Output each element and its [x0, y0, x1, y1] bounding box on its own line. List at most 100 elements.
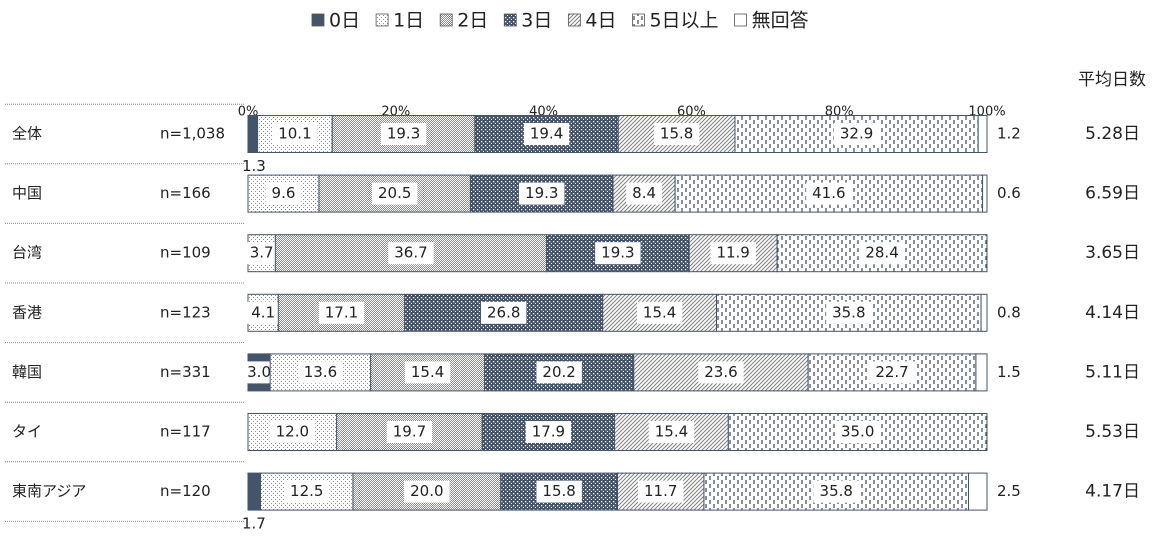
label-box — [284, 480, 330, 503]
legend-label: 1日 — [393, 10, 424, 32]
label-box — [269, 421, 316, 443]
value-label: 8.4 — [632, 184, 656, 202]
value-label: 20.0 — [410, 482, 443, 500]
category-label: 香港 — [12, 303, 42, 321]
bar-segment — [968, 472, 988, 511]
bar-segment — [975, 353, 988, 392]
bar-segment — [612, 174, 676, 213]
value-label: 1.3 — [242, 157, 266, 175]
value-label: 0.8 — [997, 303, 1021, 321]
category-label: 全体 — [12, 125, 42, 143]
value-label: 15.4 — [411, 363, 444, 381]
label-box — [536, 480, 582, 503]
value-label: 23.6 — [704, 363, 737, 381]
value-label: 19.3 — [601, 244, 634, 262]
sample-size: n=117 — [160, 423, 211, 441]
value-label: 19.4 — [530, 125, 563, 143]
value-label: 17.1 — [325, 303, 358, 321]
label-box — [519, 182, 565, 205]
average: 5.53日 — [1085, 422, 1140, 442]
legend-label: 3日 — [521, 10, 552, 32]
bar-segment — [247, 115, 259, 153]
average: 4.14日 — [1085, 303, 1140, 323]
sample-size: n=1,038 — [160, 125, 225, 143]
value-label: 10.1 — [278, 125, 311, 143]
legend-label: 5日以上 — [649, 10, 718, 32]
label-box — [523, 123, 570, 145]
value-label: 35.8 — [820, 482, 853, 500]
value-label: 11.9 — [716, 244, 749, 262]
value-label: 9.6 — [272, 184, 296, 202]
value-label: 0.6 — [997, 184, 1021, 202]
label-box — [536, 361, 582, 384]
label-box — [241, 361, 278, 384]
bar-segment — [980, 293, 988, 332]
value-label: 3.7 — [250, 244, 274, 262]
value-label: 1.7 — [242, 515, 266, 533]
label-box — [386, 421, 433, 443]
category-label: 台湾 — [12, 244, 42, 262]
label-box — [636, 301, 683, 324]
legend-swatch — [734, 13, 747, 27]
bar-segment — [982, 174, 988, 213]
value-label: 22.7 — [875, 363, 908, 381]
value-label: 19.7 — [393, 423, 426, 441]
value-label: 35.0 — [841, 423, 874, 441]
legend-label: 0日 — [329, 10, 360, 32]
legend-label: 2日 — [457, 10, 488, 32]
bar-segment — [247, 472, 262, 511]
legend-swatch — [503, 13, 517, 27]
sample-size: n=123 — [160, 303, 211, 321]
label-box — [480, 301, 527, 324]
category-label: タイ — [12, 423, 42, 441]
label-box — [380, 123, 427, 145]
label-box — [626, 182, 663, 205]
average: 5.28日 — [1085, 124, 1140, 144]
value-label: 11.7 — [644, 482, 677, 500]
value-label: 12.0 — [276, 423, 309, 441]
average: 4.17日 — [1085, 482, 1140, 502]
label-box — [595, 242, 641, 265]
label-box — [869, 361, 915, 384]
label-box — [806, 182, 852, 205]
label-box — [272, 123, 318, 145]
sample-size: n=331 — [160, 363, 211, 381]
value-label: 1.5 — [997, 363, 1021, 381]
label-box — [243, 242, 280, 265]
average: 6.59日 — [1085, 184, 1140, 204]
average-header: 平均日数 — [1078, 70, 1146, 90]
category-label: 東南アジア — [12, 482, 86, 500]
legend-label: 4日 — [585, 10, 616, 32]
legend-swatch — [311, 13, 325, 27]
label-box — [834, 421, 881, 443]
sample-size: n=120 — [160, 482, 211, 500]
legend-swatch — [375, 13, 389, 27]
value-label: 15.8 — [542, 482, 575, 500]
label-box — [404, 480, 450, 503]
value-label: 35.8 — [832, 303, 865, 321]
label-box — [826, 301, 872, 324]
label-box — [388, 242, 434, 265]
value-label: 2.5 — [997, 482, 1021, 500]
legend-swatch — [567, 13, 581, 27]
label-box — [638, 480, 684, 503]
legend-swatch — [632, 13, 645, 27]
label-box — [698, 361, 744, 384]
value-label: 12.5 — [290, 482, 323, 500]
value-label: 32.9 — [840, 125, 873, 143]
value-label: 3.0 — [247, 363, 271, 381]
category-label: 韓国 — [12, 363, 42, 381]
value-label: 41.6 — [812, 184, 845, 202]
label-box — [318, 301, 365, 324]
label-box — [371, 182, 418, 205]
label-box — [404, 361, 451, 384]
value-label: 36.7 — [394, 244, 427, 262]
label-box — [710, 242, 756, 265]
value-label: 15.4 — [655, 423, 688, 441]
average: 5.11日 — [1085, 362, 1140, 382]
value-label: 17.9 — [532, 423, 565, 441]
label-box — [525, 421, 572, 443]
label-box — [265, 182, 302, 205]
